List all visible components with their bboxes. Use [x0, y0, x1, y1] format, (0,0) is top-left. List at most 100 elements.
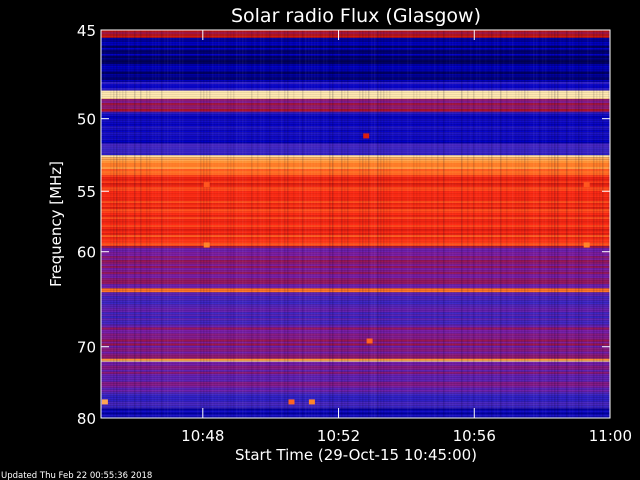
heatmap-row — [101, 175, 610, 178]
heatmap-row — [101, 109, 610, 112]
heatmap-row — [101, 329, 610, 332]
y-tick-label: 70 — [77, 339, 96, 357]
heatmap-column — [272, 30, 274, 418]
heatmap-row — [101, 71, 610, 74]
heatmap-column — [293, 30, 295, 418]
heatmap-column — [173, 30, 175, 418]
heatmap-column — [218, 30, 220, 418]
heatmap-row — [101, 83, 610, 86]
heatmap-column — [197, 30, 199, 418]
heatmap-spot — [366, 338, 373, 344]
heatmap-column — [548, 30, 550, 418]
heatmap-row — [101, 351, 610, 354]
heatmap-row — [101, 337, 610, 340]
heatmap-row — [101, 124, 610, 127]
heatmap-row — [101, 345, 610, 348]
y-tick-label: 55 — [77, 183, 96, 201]
heatmap-row — [101, 353, 610, 356]
heatmap-row — [101, 53, 610, 56]
heatmap-column — [512, 30, 514, 418]
heatmap-column — [116, 30, 118, 418]
heatmap-column — [578, 30, 580, 418]
heatmap-spot — [583, 242, 590, 248]
heatmap-row — [101, 65, 610, 68]
heatmap-spot — [308, 399, 315, 405]
heatmap-column — [101, 30, 103, 418]
heatmap-column — [125, 30, 127, 418]
heatmap-row — [101, 89, 610, 91]
heatmap-column — [521, 30, 523, 418]
heatmap-time-texture — [101, 30, 610, 418]
heatmap-row — [101, 365, 610, 368]
heatmap-row — [101, 191, 610, 194]
heatmap-column — [503, 30, 505, 418]
heatmap-column — [515, 30, 517, 418]
heatmap-column — [296, 30, 298, 418]
heatmap-row — [101, 61, 610, 64]
heatmap-row — [101, 403, 610, 406]
heatmap-row — [101, 399, 610, 402]
heatmap-row — [101, 32, 610, 34]
heatmap-row — [101, 292, 610, 295]
heatmap-row — [101, 145, 610, 148]
heatmap-row — [101, 264, 610, 267]
heatmap-row — [101, 357, 610, 359]
heatmap-row — [101, 266, 610, 269]
heatmap-band — [101, 391, 610, 409]
heatmap-column — [347, 30, 349, 418]
updated-timestamp: Updated Thu Feb 22 00:55:36 2018 — [1, 471, 152, 480]
x-tick-label: 11:00 — [589, 427, 632, 445]
heatmap-column — [155, 30, 157, 418]
heatmap-column — [566, 30, 568, 418]
heatmap-column — [485, 30, 487, 418]
heatmap-column — [452, 30, 454, 418]
x-axis: 10:48 10:52 10:56 11:00 — [181, 30, 632, 445]
heatmap-row — [101, 258, 610, 261]
heatmap-column — [350, 30, 352, 418]
heatmap-row — [101, 79, 610, 82]
heatmap-column — [110, 30, 112, 418]
heatmap-column — [278, 30, 280, 418]
heatmap-row — [101, 304, 610, 307]
heatmap-row — [101, 377, 610, 380]
heatmap-column — [287, 30, 289, 418]
heatmap-column — [425, 30, 427, 418]
heatmap-column — [221, 30, 223, 418]
heatmap-column — [215, 30, 217, 418]
heatmap-row — [101, 387, 610, 390]
heatmap-row — [101, 99, 610, 102]
heatmap-column — [509, 30, 511, 418]
heatmap-column — [299, 30, 301, 418]
heatmap-column — [428, 30, 430, 418]
heatmap-row — [101, 341, 610, 344]
heatmap-row — [101, 181, 610, 184]
heatmap-column — [410, 30, 412, 418]
heatmap-row — [101, 207, 610, 210]
heatmap-row — [101, 383, 610, 386]
heatmap-column — [542, 30, 544, 418]
heatmap-row — [101, 201, 610, 204]
heatmap-row — [101, 94, 610, 97]
heatmap-column — [224, 30, 226, 418]
heatmap-column — [500, 30, 502, 418]
heatmap-row — [101, 229, 610, 232]
heatmap-row — [101, 296, 610, 299]
heatmap-row — [101, 235, 610, 238]
heatmap-column — [314, 30, 316, 418]
heatmap-column — [413, 30, 415, 418]
heatmap-column — [437, 30, 439, 418]
heatmap-column — [146, 30, 148, 418]
heatmap-row — [101, 385, 610, 388]
heatmap-row — [101, 254, 610, 257]
heatmap-column — [389, 30, 391, 418]
heatmap-column — [206, 30, 208, 418]
heatmap-row — [101, 213, 610, 216]
heatmap-row — [101, 163, 610, 166]
heatmap-column — [323, 30, 325, 418]
heatmap-column — [269, 30, 271, 418]
heatmap-column — [356, 30, 358, 418]
heatmap-column — [167, 30, 169, 418]
heatmap-column — [401, 30, 403, 418]
heatmap-column — [149, 30, 151, 418]
heatmap-column — [455, 30, 457, 418]
